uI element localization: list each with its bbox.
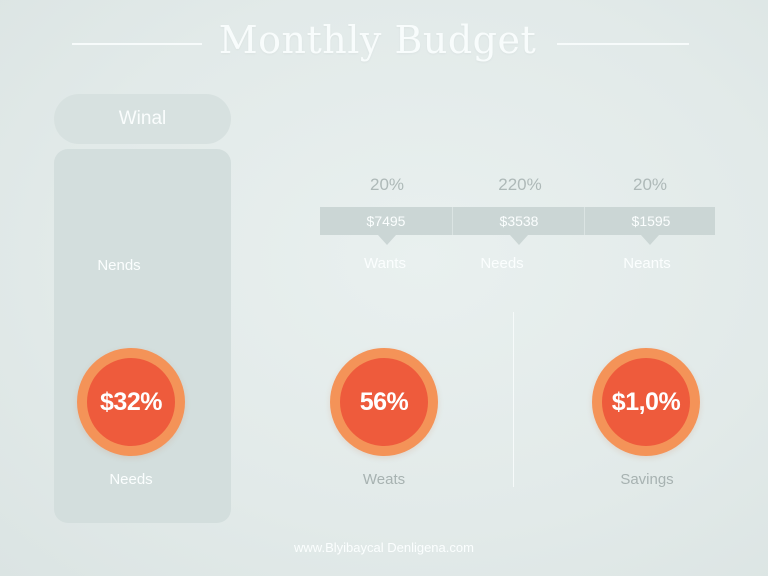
amount-pointer-2 bbox=[510, 235, 528, 245]
weats-percent-badge: 56% bbox=[330, 348, 438, 456]
badge-label-savings: Savings bbox=[620, 471, 674, 488]
left-panel: Nends bbox=[54, 149, 231, 523]
amount-pointer-3 bbox=[641, 235, 659, 245]
left-panel-label: Nends bbox=[97, 257, 141, 274]
column-amount-1: $7495 bbox=[366, 213, 406, 229]
badge-label-needs: Needs bbox=[109, 471, 153, 488]
column-divider bbox=[513, 312, 514, 487]
column-percent-1: 20% bbox=[369, 175, 405, 194]
badge-label-weats: Weats bbox=[362, 471, 406, 488]
tab-label: Winal bbox=[118, 108, 167, 129]
amount-divider bbox=[452, 207, 453, 235]
title-rule-left bbox=[72, 43, 202, 45]
column-label-1: Wants bbox=[364, 255, 406, 272]
column-percent-2: 220% bbox=[498, 175, 542, 194]
needs-percent-badge: $32% bbox=[77, 348, 185, 456]
badge-value: $1,0% bbox=[602, 358, 690, 446]
badge-value: 56% bbox=[340, 358, 428, 446]
title-rule-right bbox=[557, 43, 689, 45]
page-title: Monthly Budget bbox=[218, 18, 537, 62]
tab-winal[interactable]: Winal bbox=[54, 94, 231, 144]
column-amount-3: $1595 bbox=[631, 213, 671, 229]
amount-divider bbox=[584, 207, 585, 235]
amount-band bbox=[320, 207, 715, 235]
savings-percent-badge: $1,0% bbox=[592, 348, 700, 456]
amount-pointer-1 bbox=[378, 235, 396, 245]
column-amount-2: $3538 bbox=[499, 213, 539, 229]
column-label-3: Neants bbox=[623, 255, 671, 272]
badge-value: $32% bbox=[87, 358, 175, 446]
column-label-2: Needs bbox=[480, 255, 524, 272]
footer-url: www.Blyibaycal Denligena.com bbox=[294, 540, 474, 555]
column-percent-3: 20% bbox=[632, 175, 668, 194]
